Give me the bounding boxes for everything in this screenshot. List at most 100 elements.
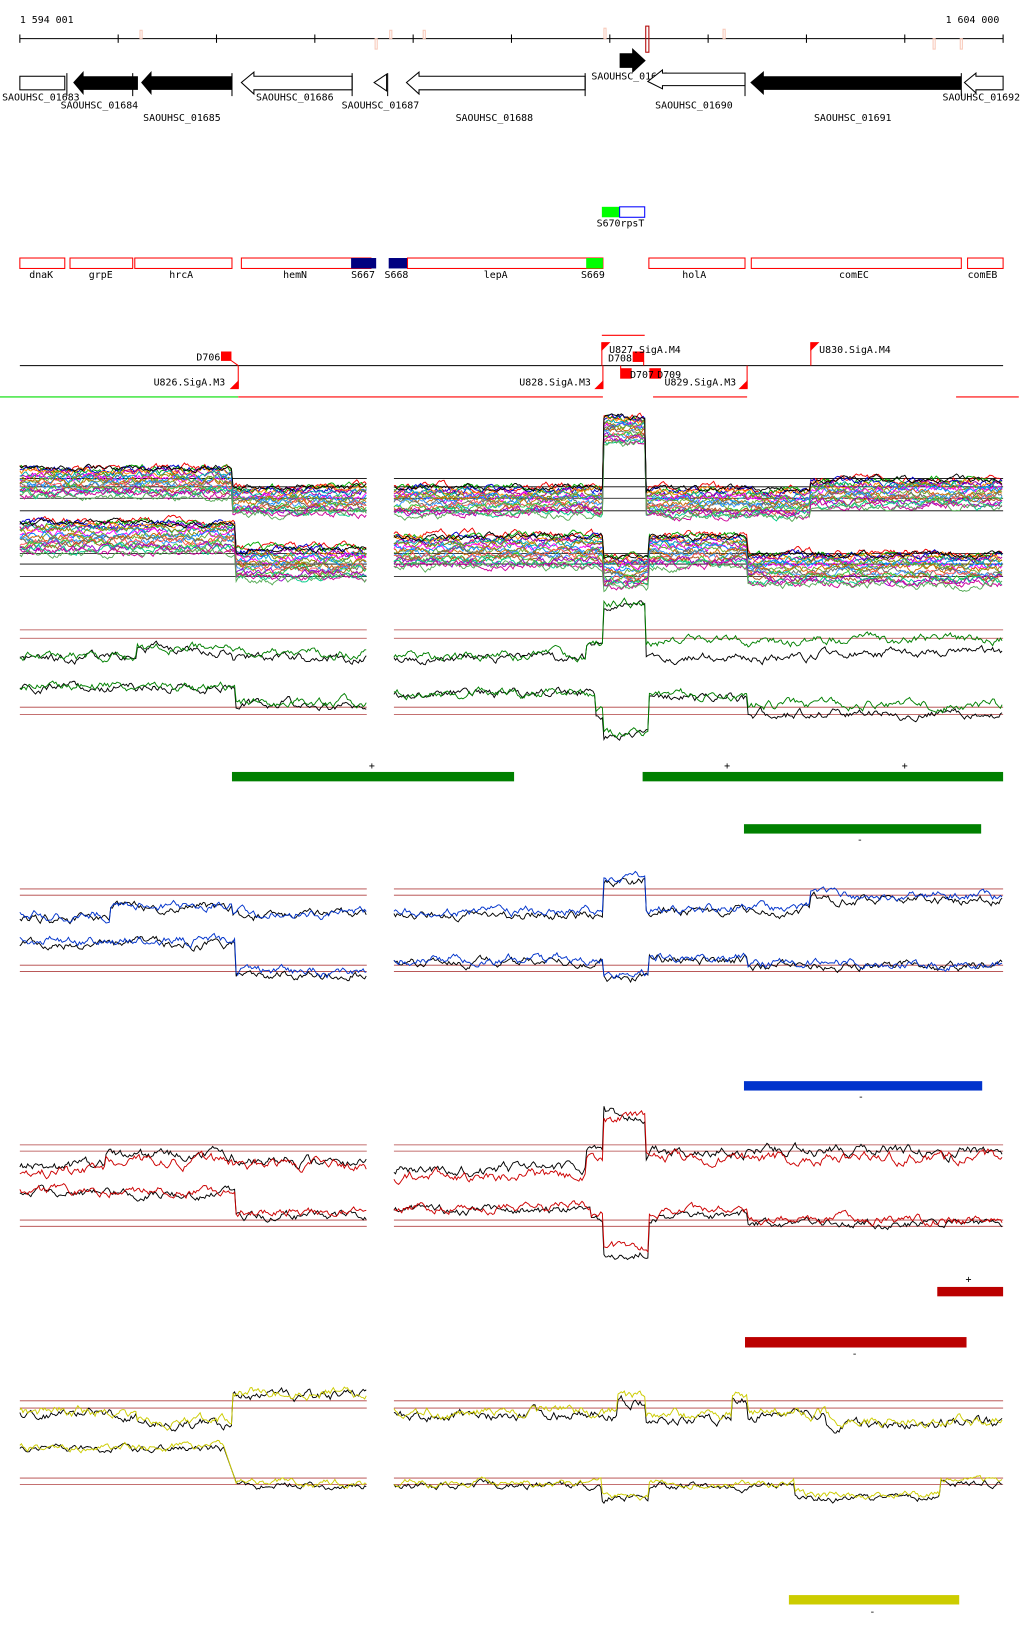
segment-green-plus[interactable] [642,771,1004,782]
segment-red-minus[interactable] [745,1337,967,1348]
gene-SAOUHSC_01692[interactable]: SAOUHSC_01692 [942,72,1020,103]
promoter-label: D707 [630,370,654,381]
expression-trace [393,418,1003,502]
expression-trace [393,1474,1003,1501]
feature-holA[interactable] [648,257,746,269]
terminator-D706[interactable] [220,351,232,361]
expression-trace [19,490,367,521]
gene-SAOUHSC_01683[interactable]: SAOUHSC_01683 [2,73,80,103]
gene-SAOUHSC_01691[interactable]: SAOUHSC_01691 [750,71,962,124]
expression-trace [393,547,1003,583]
annotation-label: comEB [968,270,998,281]
feature-comEB[interactable] [967,257,1004,269]
strand-sign: - [857,835,863,846]
gene-label: SAOUHSC_01687 [342,101,420,112]
expression-trace [393,1478,1003,1504]
gene-label: SAOUHSC_01685 [143,113,221,124]
expression-trace [19,1184,367,1223]
annotation-label: S667 [351,270,375,281]
yellow-condition-panel [19,1386,1004,1504]
segment-green-minus[interactable] [743,824,982,834]
feature-dnaK[interactable] [19,257,66,269]
expression-trace [393,416,1003,500]
gene-SAOUHSC_01689[interactable]: SAOUHSC_01689 [591,48,669,82]
scale-start-label: 1 594 001 [20,15,74,26]
expression-trace [393,536,1003,567]
expression-trace [393,951,1003,980]
expression-trace [393,557,1003,591]
strand-sign: + [965,1275,971,1286]
feature-S667[interactable] [351,258,377,269]
annotation-label: S669 [581,270,605,281]
segment-red-plus[interactable] [937,1286,1004,1297]
feature-comEC[interactable] [750,257,962,269]
terminator-D709[interactable] [649,368,661,379]
expression-trace [393,1106,1003,1178]
terminator-D707[interactable] [620,368,632,379]
strand-sign: + [902,761,908,772]
coordinate-scale: 1 594 001 1 604 000 [19,15,1004,53]
green-condition-panel [19,597,1004,741]
promoter-U826[interactable] [229,380,239,390]
feature-S668[interactable] [388,258,408,269]
expression-trace [393,431,1003,516]
gene-label: SAOUHSC_01688 [456,113,534,124]
gene-label: SAOUHSC_01686 [256,92,334,103]
gene-SAOUHSC_01685[interactable]: SAOUHSC_01685 [141,71,233,124]
gene-label: SAOUHSC_01684 [61,101,139,112]
expression-trace [19,486,367,517]
expression-trace [19,932,367,979]
expression-trace [19,480,367,513]
annotation-label: hrcA [169,270,193,281]
expression-trace [19,542,367,583]
promoter-U829[interactable] [738,380,748,390]
expression-trace [393,686,1003,741]
expression-trace [393,953,1003,984]
feature-S669[interactable] [586,258,603,269]
gene-label: SAOUHSC_01683 [2,92,80,103]
expression-trace [393,555,1003,587]
promoter-track: D706 U826.SigA.M3 U827.SigA.M4 D708 D707… [0,334,1019,398]
feature-grpE[interactable] [69,257,134,269]
segment-yellow-minus[interactable] [788,1595,960,1605]
gene-SAOUHSC_01684[interactable]: SAOUHSC_01684 [61,71,139,112]
expression-trace [393,686,1003,739]
expression-trace [393,1109,1003,1185]
expression-trace [19,523,367,564]
expression-trace [19,640,367,665]
segment-blue-minus[interactable] [743,1081,983,1091]
expression-trace [19,485,367,517]
promoter-label: U827.SigA.M4 [609,345,681,356]
expression-trace [19,1442,367,1491]
expression-trace [19,1439,367,1489]
gene-SAOUHSC_01687[interactable]: SAOUHSC_01687 [342,73,420,112]
strand-sign: + [369,761,375,772]
expression-trace [393,600,1003,666]
expression-trace [393,414,1003,498]
expression-trace [393,870,1003,918]
gene-SAOUHSC_01686[interactable]: SAOUHSC_01686 [240,70,353,103]
multi-condition-panel [19,412,1004,593]
srna-S670rpsT[interactable]: S670rpsT [597,206,646,230]
strand-sign: - [858,1092,864,1103]
promoter-U830[interactable] [810,342,820,352]
expression-trace [393,1200,1003,1254]
expression-trace [393,559,1003,593]
expression-trace [19,680,367,709]
promoter-label: D708 [608,353,632,364]
expression-trace [19,471,367,506]
terminator-D708[interactable] [632,351,645,362]
gene-SAOUHSC_01690[interactable]: SAOUHSC_01690 [646,68,746,112]
gene-label: SAOUHSC_01690 [655,101,733,112]
feature-lepA[interactable] [406,257,604,269]
expression-trace [393,531,1003,566]
promoter-U828[interactable] [594,380,604,390]
promoter-U827[interactable] [601,342,611,352]
expression-trace [19,473,367,506]
feature-hrcA[interactable] [134,257,233,269]
segment-green-plus[interactable] [231,771,515,782]
gene-SAOUHSC_01688[interactable]: SAOUHSC_01688 [405,70,586,124]
gene-track: SAOUHSC_01683 SAOUHSC_01684 SAOUHSC_0168… [2,48,1020,124]
